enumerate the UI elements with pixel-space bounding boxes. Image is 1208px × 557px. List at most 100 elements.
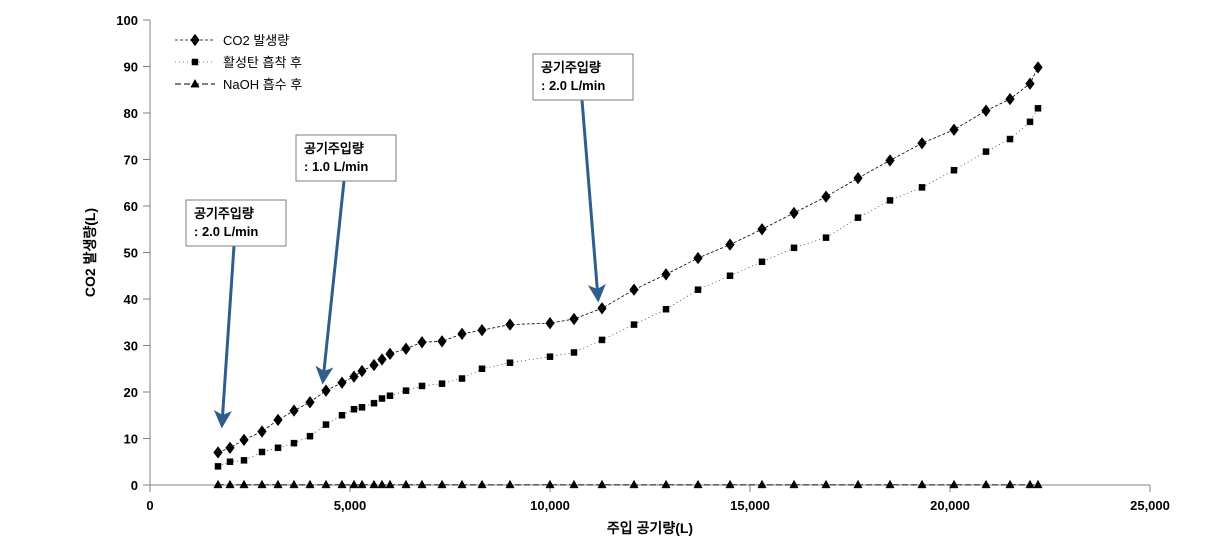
series-marker-2 [240, 480, 248, 488]
series-marker-0 [950, 124, 959, 136]
series-marker-2 [350, 480, 358, 488]
series-marker-0 [306, 396, 315, 408]
series-marker-1 [631, 322, 637, 328]
y-axis-title: CO2 발생량(L) [82, 208, 98, 297]
series-marker-0 [886, 155, 895, 167]
series-marker-1 [855, 215, 861, 221]
series-marker-0 [378, 354, 387, 366]
series-marker-1 [599, 337, 605, 343]
series-marker-2 [438, 480, 446, 488]
series-marker-2 [726, 480, 734, 488]
series-marker-1 [983, 149, 989, 155]
series-marker-0 [918, 137, 927, 149]
y-tick-label: 100 [116, 13, 138, 28]
series-marker-2 [402, 480, 410, 488]
series-marker-0 [290, 405, 299, 417]
series-marker-2 [274, 480, 282, 488]
series-marker-1 [663, 306, 669, 312]
series-marker-1 [459, 376, 465, 382]
series-marker-2 [358, 480, 366, 488]
series-marker-1 [259, 449, 265, 455]
series-marker-1 [727, 273, 733, 279]
series-marker-2 [546, 480, 554, 488]
series-marker-1 [919, 184, 925, 190]
series-marker-2 [950, 480, 958, 488]
legend-label-1: 활성탄 흡착 후 [223, 55, 302, 70]
series-marker-0 [1026, 78, 1035, 90]
series-marker-1 [403, 388, 409, 394]
x-tick-label: 10,000 [530, 498, 570, 513]
series-marker-2 [982, 480, 990, 488]
y-tick-label: 50 [124, 246, 138, 261]
legend-swatch-marker-2 [191, 79, 199, 87]
series-marker-1 [547, 354, 553, 360]
callout-text-1-1: : 1.0 L/min [304, 159, 368, 174]
series-marker-0 [478, 324, 487, 336]
series-marker-1 [379, 396, 385, 402]
callout-arrow-2 [582, 100, 598, 298]
series-marker-1 [439, 381, 445, 387]
series-marker-2 [822, 480, 830, 488]
series-line-0 [218, 67, 1038, 452]
series-marker-0 [402, 343, 411, 355]
series-marker-2 [1026, 480, 1034, 488]
callout-arrow-0 [222, 246, 234, 424]
series-marker-2 [598, 480, 606, 488]
series-marker-2 [918, 480, 926, 488]
series-marker-2 [886, 480, 894, 488]
series-marker-2 [630, 480, 638, 488]
series-marker-0 [1006, 93, 1015, 105]
series-marker-2 [418, 480, 426, 488]
series-marker-1 [759, 259, 765, 265]
series-marker-2 [662, 480, 670, 488]
series-marker-0 [546, 317, 555, 329]
series-marker-1 [823, 235, 829, 241]
series-marker-2 [290, 480, 298, 488]
x-axis-title: 주입 공기량(L) [607, 520, 693, 536]
series-marker-2 [306, 480, 314, 488]
series-marker-0 [226, 442, 235, 454]
series-marker-0 [662, 269, 671, 281]
series-marker-1 [241, 457, 247, 463]
y-tick-label: 20 [124, 385, 138, 400]
x-tick-label: 5,000 [334, 498, 367, 513]
series-marker-2 [694, 480, 702, 488]
series-marker-2 [478, 480, 486, 488]
series-marker-1 [227, 459, 233, 465]
legend-swatch-marker-1 [192, 59, 198, 65]
series-marker-0 [258, 426, 267, 438]
series-marker-2 [790, 480, 798, 488]
series-marker-1 [571, 349, 577, 355]
series-marker-0 [726, 239, 735, 251]
callout-text-2-1: : 2.0 L/min [541, 78, 605, 93]
series-marker-1 [507, 360, 513, 366]
series-marker-1 [351, 406, 357, 412]
x-tick-label: 15,000 [730, 498, 770, 513]
series-marker-1 [791, 245, 797, 251]
series-marker-0 [274, 414, 283, 426]
y-tick-label: 40 [124, 292, 138, 307]
callout-arrow-1 [323, 181, 344, 380]
chart-svg: 010203040506070809010005,00010,00015,000… [0, 0, 1208, 557]
series-marker-2 [338, 480, 346, 488]
series-marker-1 [359, 404, 365, 410]
series-marker-1 [1007, 136, 1013, 142]
y-tick-label: 80 [124, 106, 138, 121]
series-marker-0 [322, 385, 331, 397]
series-marker-1 [951, 167, 957, 173]
series-marker-2 [506, 480, 514, 488]
legend-label-0: CO2 발생량 [223, 33, 289, 48]
series-marker-2 [214, 480, 222, 488]
series-marker-0 [790, 207, 799, 219]
series-marker-0 [570, 313, 579, 325]
series-marker-1 [387, 393, 393, 399]
series-marker-0 [418, 336, 427, 348]
x-tick-label: 20,000 [930, 498, 970, 513]
series-marker-0 [598, 302, 607, 314]
y-tick-label: 70 [124, 153, 138, 168]
callout-text-0-0: 공기주입량 [194, 206, 254, 221]
series-marker-2 [854, 480, 862, 488]
y-tick-label: 90 [124, 60, 138, 75]
y-tick-label: 0 [131, 478, 138, 493]
series-marker-2 [378, 480, 386, 488]
